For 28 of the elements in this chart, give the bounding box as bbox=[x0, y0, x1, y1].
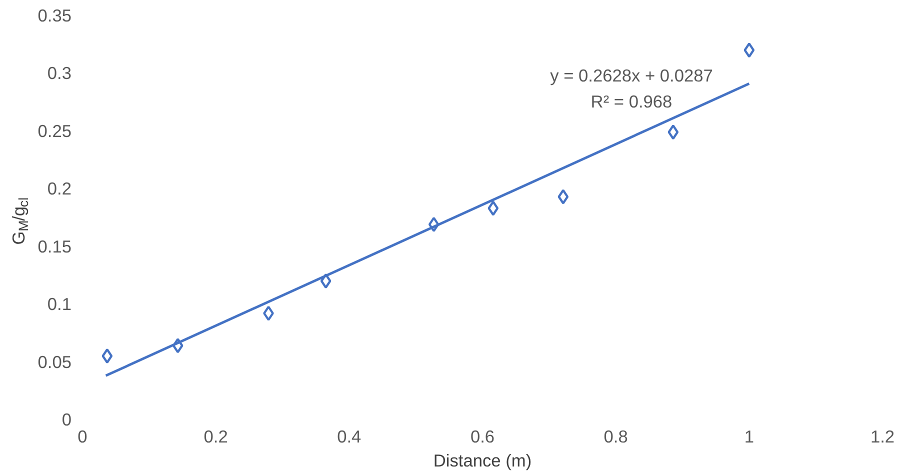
point bbox=[558, 189, 569, 204]
y-tick-label: 0.15 bbox=[38, 236, 72, 256]
y-tick-label: 0.35 bbox=[38, 6, 72, 26]
point bbox=[668, 124, 679, 140]
x-tick-label: 0.8 bbox=[604, 426, 628, 446]
point bbox=[102, 348, 113, 364]
y-axis-title: GM/gcl bbox=[8, 197, 31, 245]
y-tick-label: 0 bbox=[62, 410, 72, 430]
x-tick-label: 0.2 bbox=[204, 426, 228, 446]
point bbox=[320, 273, 332, 289]
point bbox=[488, 200, 499, 216]
y-tick-label: 0.3 bbox=[47, 63, 72, 84]
x-tick-label: 1 bbox=[744, 426, 754, 446]
x-tick-label: 1.2 bbox=[870, 426, 895, 446]
annotation: y = 0.2628x + 0.0287 bbox=[550, 66, 713, 86]
point bbox=[744, 42, 755, 58]
y-tick-label: 0.05 bbox=[38, 352, 72, 372]
annotation: R² = 0.968 bbox=[590, 92, 672, 112]
y-tick-label: 0.1 bbox=[47, 294, 72, 314]
x-tick-label: 0.4 bbox=[337, 426, 362, 446]
point bbox=[428, 216, 440, 232]
x-tick-label: 0.6 bbox=[470, 426, 495, 446]
y-tick-label: 0.2 bbox=[47, 178, 72, 199]
x-axis-title: Distance (m) bbox=[433, 450, 532, 470]
y-tick-label: 0.25 bbox=[38, 120, 72, 141]
point bbox=[172, 338, 184, 354]
point bbox=[263, 306, 274, 321]
x-tick-label: 0 bbox=[78, 426, 88, 446]
